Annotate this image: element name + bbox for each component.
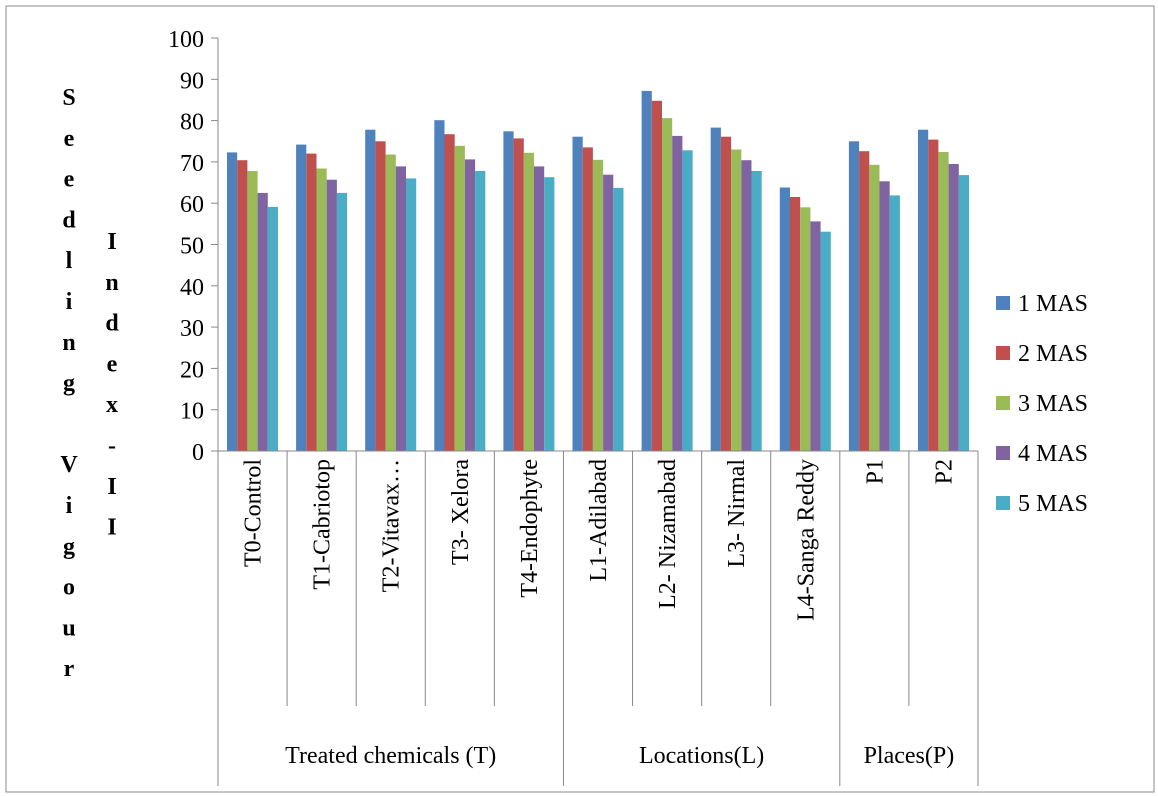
y-tick-label: 0 (192, 440, 204, 466)
bar-3-mas-1 (316, 168, 327, 451)
category-label: L4-Sanga Reddy (793, 459, 819, 621)
bar-1-mas-5 (572, 136, 583, 451)
bar-1-mas-1 (296, 144, 307, 451)
legend-label: 4 MAS (1018, 441, 1088, 467)
bar-2-mas-0 (237, 160, 248, 451)
y-tick-label: 10 (180, 399, 204, 425)
bar-5-mas-10 (958, 175, 969, 451)
y-tick-label: 60 (180, 192, 204, 218)
category-label: L1-Adilabad (586, 459, 612, 582)
bar-2-mas-5 (582, 147, 593, 451)
y-tick-label: 40 (180, 275, 204, 301)
bar-1-mas-6 (641, 90, 652, 452)
bar-2-mas-7 (720, 136, 732, 451)
y-tick-label: 80 (180, 110, 204, 136)
bar-1-mas-3 (434, 120, 445, 451)
y-tick-label: 20 (180, 357, 204, 383)
bar-5-mas-3 (475, 171, 486, 451)
bar-5-mas-5 (613, 187, 624, 451)
bar-1-mas-0 (227, 152, 238, 451)
bar-3-mas-5 (592, 159, 604, 452)
category-label: T3- Xelora (448, 459, 474, 565)
bar-3-mas-9 (869, 164, 880, 452)
bar-3-mas-10 (938, 152, 949, 451)
category-label: T0-Control (241, 459, 267, 567)
y-tick-label: 90 (180, 68, 204, 94)
bar-4-mas-6 (672, 135, 683, 451)
bar-1-mas-2 (365, 129, 376, 451)
bar-3-mas-2 (385, 154, 396, 451)
legend-swatch-1-mas (996, 296, 1010, 310)
bar-3-mas-6 (662, 118, 673, 451)
legend-label: 5 MAS (1018, 491, 1088, 517)
bar-4-mas-5 (603, 174, 614, 451)
bar-3-mas-4 (523, 152, 534, 452)
category-label: T2-Vitavax… (379, 459, 405, 592)
legend-label: 3 MAS (1018, 391, 1088, 417)
y-tick-label: 70 (180, 151, 204, 177)
bar-4-mas-7 (741, 160, 752, 451)
bar-4-mas-8 (810, 221, 821, 451)
bar-1-mas-4 (503, 131, 514, 452)
bar-2-mas-10 (928, 139, 939, 451)
group-label: Locations(L) (639, 743, 764, 769)
bar-1-mas-9 (848, 141, 860, 452)
legend-label: 2 MAS (1018, 341, 1088, 367)
bar-5-mas-2 (406, 178, 417, 451)
category-label: P2 (932, 459, 958, 484)
category-label: T1-Cabriotop (310, 459, 336, 590)
y-tick-label: 30 (180, 316, 204, 342)
bar-2-mas-9 (859, 151, 870, 451)
bar-2-mas-2 (375, 141, 386, 452)
bar-3-mas-7 (731, 149, 742, 451)
legend-label: 1 MAS (1018, 291, 1088, 317)
legend-swatch-4-mas (996, 446, 1010, 460)
bar-5-mas-1 (336, 192, 348, 451)
bar-3-mas-0 (247, 171, 258, 451)
bar-3-mas-8 (800, 207, 811, 451)
bar-1-mas-7 (710, 127, 721, 451)
legend-swatch-5-mas (996, 496, 1010, 510)
bar-4-mas-0 (257, 192, 268, 451)
bar-2-mas-3 (444, 134, 455, 451)
y-tick-label: 50 (180, 234, 204, 260)
bar-4-mas-2 (395, 166, 406, 451)
bar-1-mas-8 (779, 187, 790, 451)
bar-5-mas-8 (820, 231, 831, 451)
bar-5-mas-6 (682, 150, 693, 452)
bar-2-mas-6 (651, 100, 662, 452)
bar-5-mas-9 (889, 195, 900, 451)
group-label: Treated chemicals (T) (285, 743, 496, 769)
bar-2-mas-1 (306, 153, 317, 451)
category-label: T4-Endophyte (517, 459, 543, 598)
category-label: L2- Nizamabad (655, 459, 681, 609)
bar-2-mas-4 (513, 138, 524, 451)
bar-4-mas-3 (464, 159, 476, 451)
legend-swatch-3-mas (996, 396, 1010, 410)
bar-5-mas-4 (544, 177, 555, 451)
bar-4-mas-10 (948, 164, 959, 451)
bar-2-mas-8 (790, 197, 801, 451)
bar-4-mas-1 (326, 179, 337, 451)
legend-swatch-2-mas (996, 346, 1010, 360)
bar-5-mas-7 (751, 171, 762, 451)
bar-3-mas-3 (454, 145, 465, 452)
chart-border (5, 5, 1155, 793)
bar-5-mas-0 (267, 206, 278, 451)
bar-4-mas-4 (534, 166, 545, 451)
bar-4-mas-9 (879, 181, 890, 452)
category-label: L3- Nirmal (724, 459, 750, 568)
bar-1-mas-10 (918, 129, 929, 451)
group-label: Places(P) (864, 743, 955, 769)
category-label: P1 (862, 459, 888, 484)
y-tick-label: 100 (168, 27, 204, 53)
